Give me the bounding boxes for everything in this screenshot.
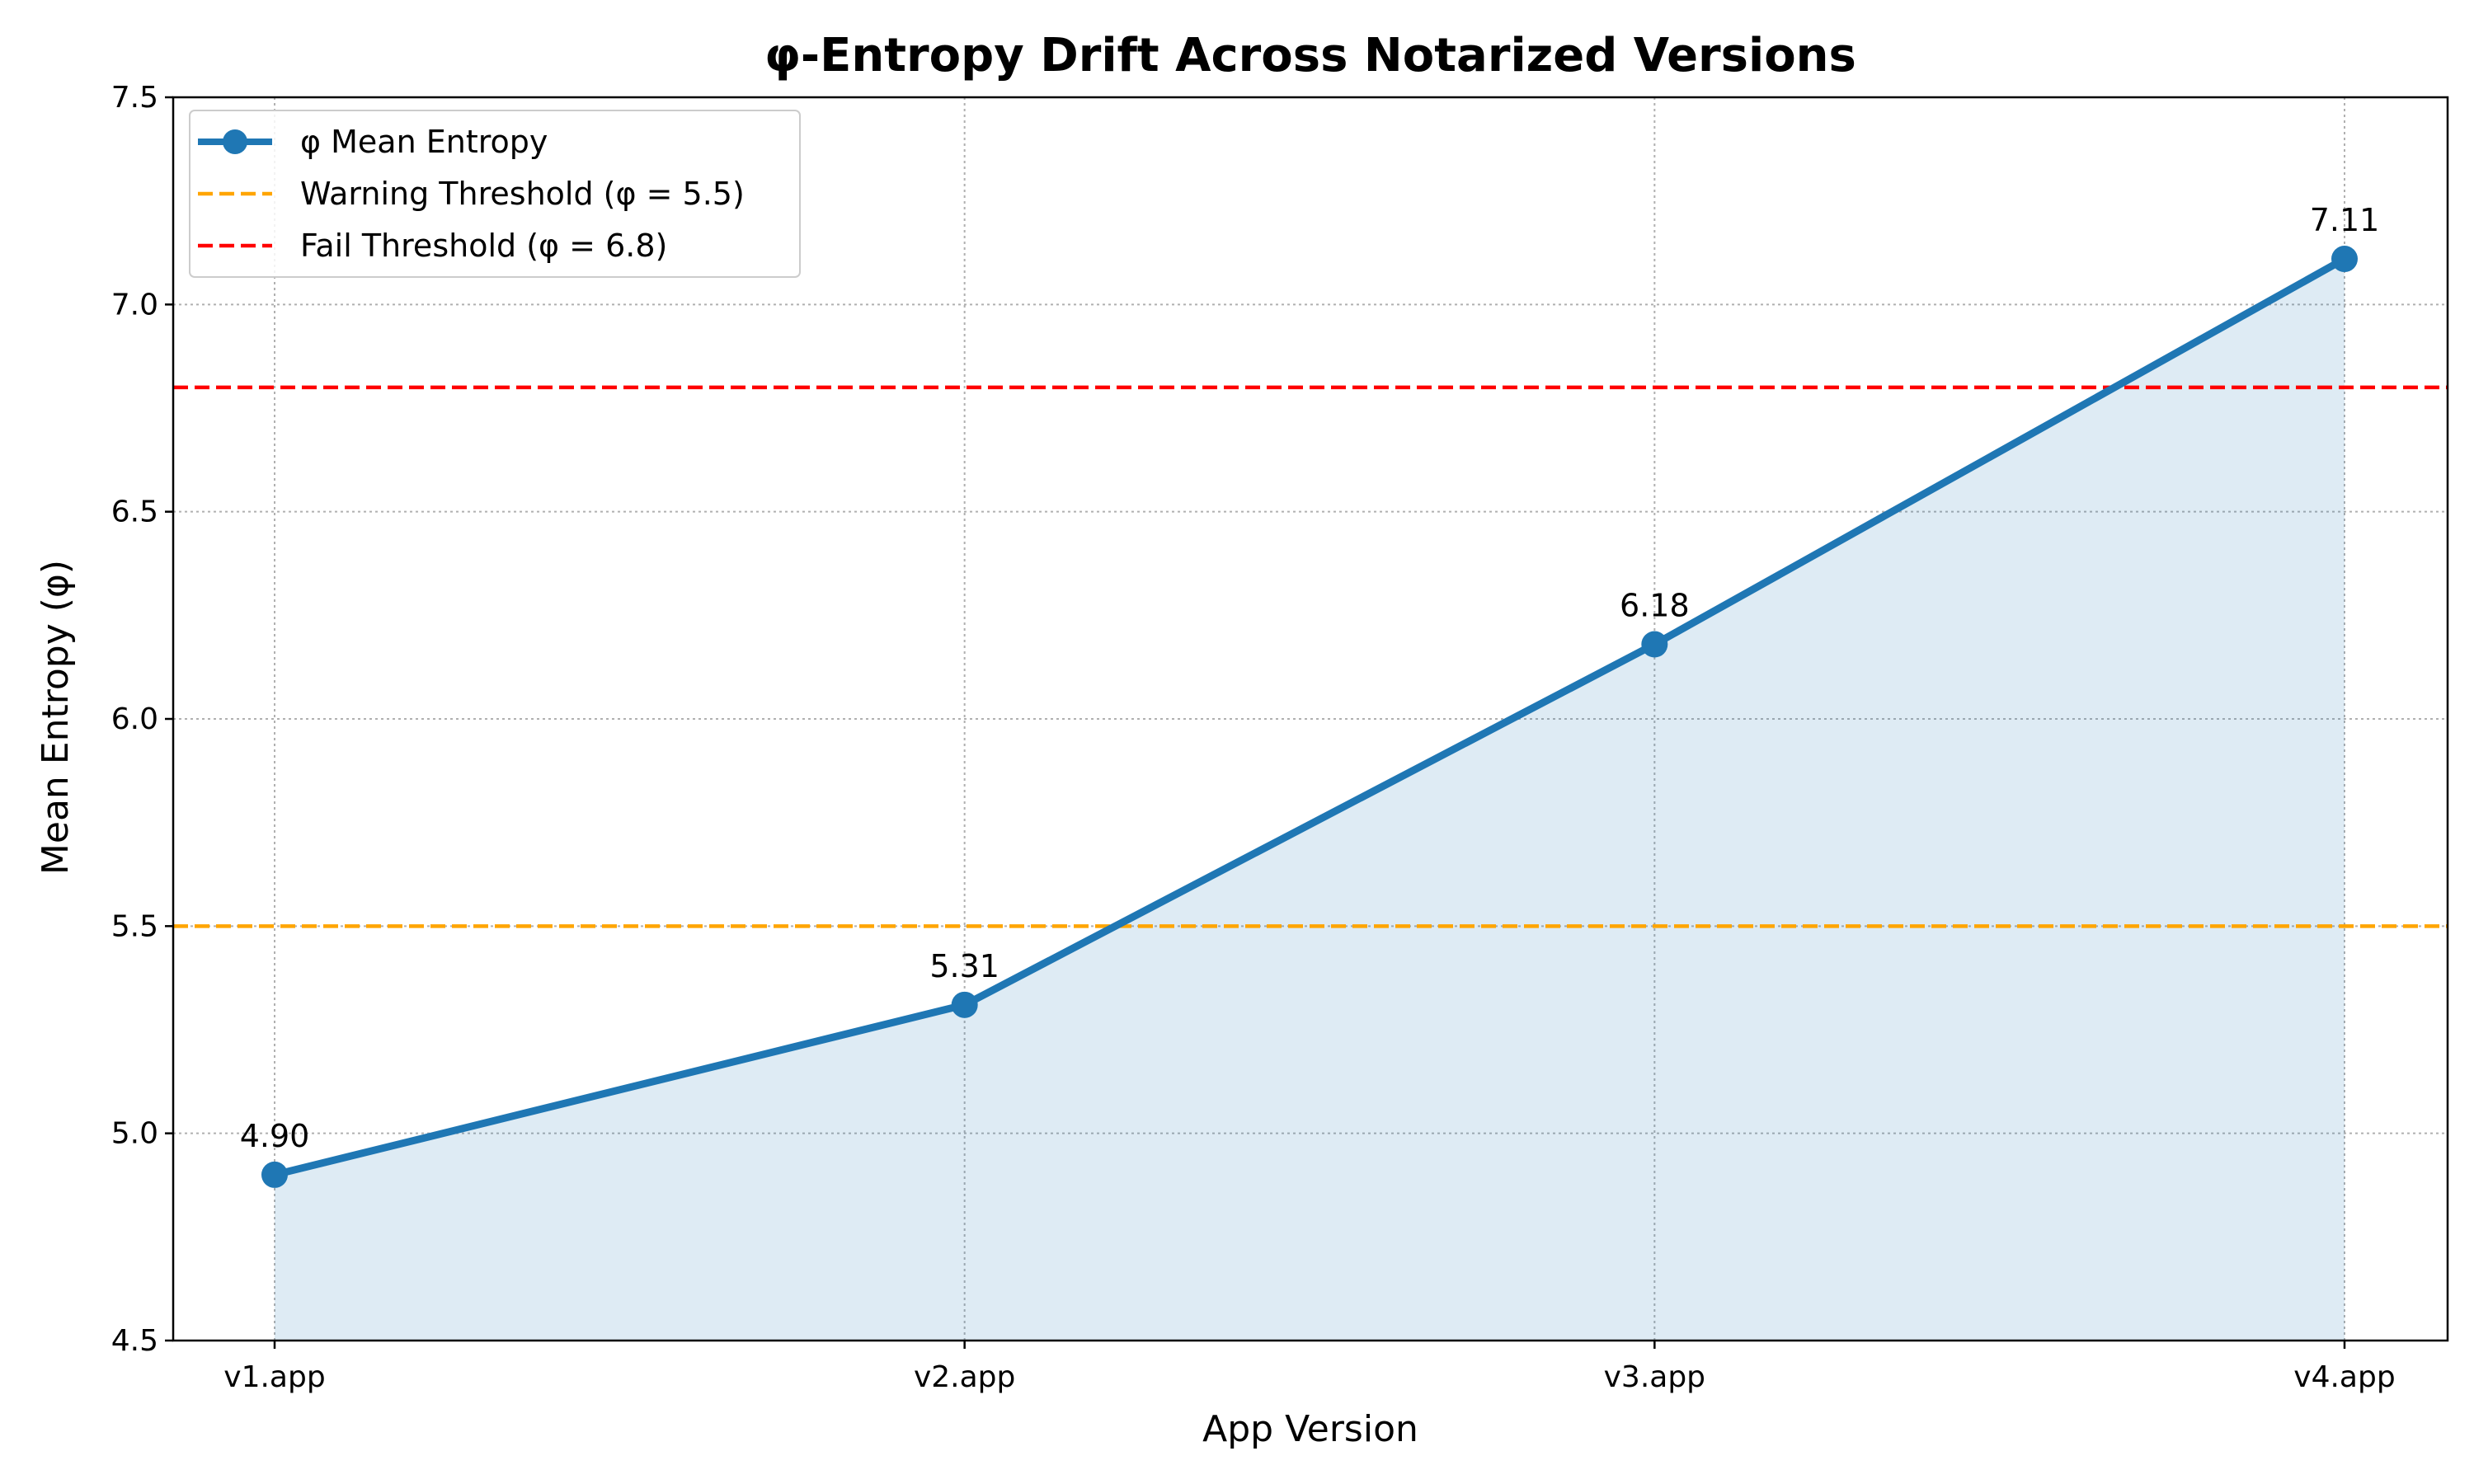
legend-label-fail: Fail Threshold (φ = 6.8) [300, 228, 667, 264]
series-point [1641, 631, 1668, 658]
x-tick-label: v2.app [914, 1360, 1015, 1394]
chart-title: φ-Entropy Drift Across Notarized Version… [764, 29, 1856, 82]
x-tick-label: v4.app [2293, 1360, 2395, 1394]
legend-marker-series [223, 129, 247, 154]
series-point [261, 1161, 288, 1188]
series-point [951, 991, 978, 1018]
series-line [273, 256, 2347, 1179]
legend-label-warning: Warning Threshold (φ = 5.5) [300, 176, 745, 212]
data-label: 6.18 [1620, 588, 1690, 624]
threshold-layer [173, 385, 2448, 928]
y-tick-label: 7.0 [111, 288, 158, 322]
fill-layer [275, 259, 2345, 1341]
y-tick-label: 6.0 [111, 702, 158, 736]
x-axis-label: App Version [1202, 1408, 1418, 1450]
x-tick-label: v3.app [1604, 1360, 1705, 1394]
y-tick-label: 4.5 [111, 1324, 158, 1358]
data-label: 5.31 [929, 948, 999, 984]
label-layer: 4.90 5.31 6.18 7.11 [240, 202, 2380, 1154]
x-tick-label: v1.app [223, 1360, 325, 1394]
y-axis-label: Mean Entropy (φ) [35, 560, 77, 875]
tick-layer: 4.5 5.0 5.5 6.0 6.5 7.0 7.5 v1.app v2.app v3.app v… [111, 81, 2396, 1394]
data-label: 7.11 [2310, 202, 2380, 238]
y-tick-label: 5.0 [111, 1117, 158, 1151]
legend-label-series: φ Mean Entropy [300, 124, 548, 160]
data-label: 4.90 [240, 1118, 310, 1154]
legend: φ Mean Entropy Warning Threshold (φ = 5.… [189, 110, 801, 278]
series-layer [261, 246, 2358, 1188]
series-point [2331, 246, 2358, 273]
legend-box [189, 110, 801, 278]
y-tick-label: 5.5 [111, 909, 158, 943]
y-tick-label: 7.5 [111, 81, 158, 115]
series-area-fill [275, 259, 2345, 1341]
y-tick-label: 6.5 [111, 495, 158, 529]
